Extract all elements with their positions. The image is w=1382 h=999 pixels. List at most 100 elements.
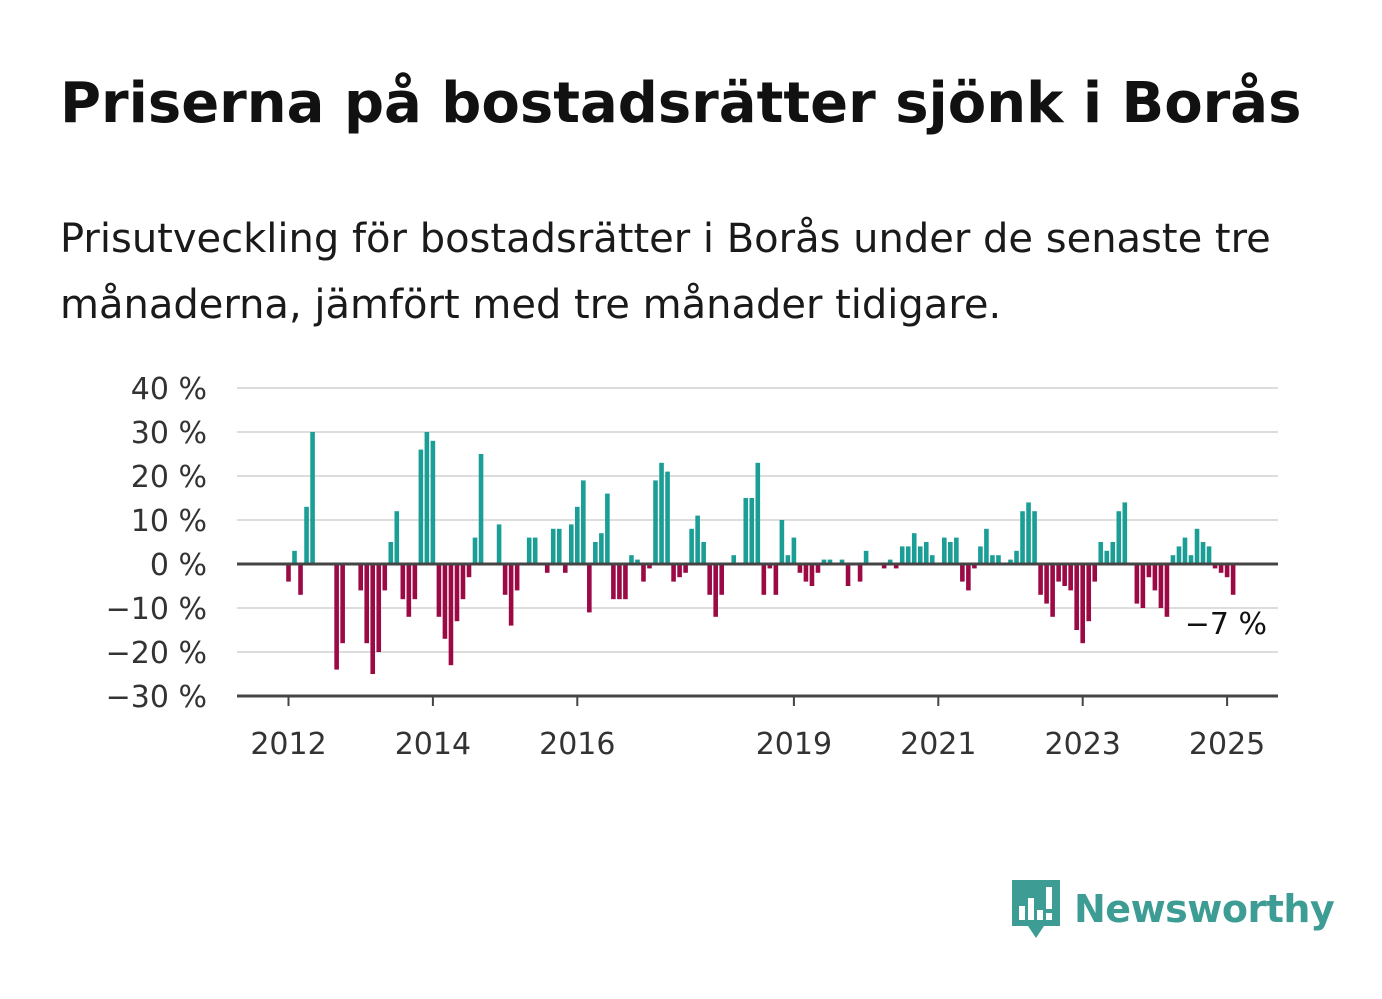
bar	[1224, 564, 1230, 578]
bar	[370, 564, 376, 674]
bar	[1194, 528, 1200, 564]
bar	[472, 537, 478, 564]
bar	[544, 564, 550, 573]
chart-subtitle: Prisutveckling för bostadsrätter i Borås…	[60, 216, 1271, 328]
y-tick-label: −30 %	[106, 680, 207, 715]
bar	[526, 537, 532, 564]
bar	[1170, 555, 1176, 564]
bar	[990, 555, 995, 564]
bar	[412, 564, 418, 600]
x-tick-label: 2016	[539, 727, 615, 762]
bar	[562, 564, 568, 573]
bar	[677, 564, 682, 578]
bar	[827, 559, 833, 564]
bar	[1176, 546, 1182, 564]
bar	[617, 564, 622, 600]
bar	[881, 564, 887, 569]
bar	[430, 440, 436, 564]
bar	[1230, 564, 1236, 595]
bar	[611, 564, 616, 600]
bar	[653, 480, 658, 564]
bar	[689, 528, 694, 564]
brand-name: Newsworthy	[1074, 887, 1335, 931]
bar	[1008, 559, 1013, 564]
y-tick-label: −20 %	[106, 636, 207, 671]
bar	[1122, 502, 1128, 564]
bar	[382, 564, 388, 591]
y-tick-label: 10 %	[131, 504, 207, 539]
bar	[701, 542, 706, 564]
bar	[1056, 564, 1061, 582]
last-value-annotation: −7 %	[1185, 607, 1267, 642]
bars	[286, 432, 1236, 674]
bar	[1158, 564, 1164, 608]
bar	[767, 564, 773, 569]
x-tick-label: 2014	[395, 727, 471, 762]
bar	[1212, 564, 1218, 569]
bar	[418, 449, 424, 564]
bar	[1074, 564, 1079, 630]
bar	[358, 564, 363, 591]
x-tick-label: 2023	[1045, 727, 1121, 762]
bar	[899, 546, 905, 564]
bar	[1164, 564, 1170, 617]
bar	[731, 555, 737, 564]
bar	[954, 537, 959, 564]
bar	[984, 528, 989, 564]
chart-title: Priserna på bostadsrätter sjönk i Borås	[60, 71, 1302, 136]
bar	[1218, 564, 1224, 573]
bar	[1044, 564, 1049, 604]
bar	[508, 564, 514, 626]
bar	[478, 454, 484, 564]
bar	[466, 564, 472, 578]
bar	[424, 432, 430, 564]
axis-lines	[237, 562, 1278, 698]
bar	[1116, 511, 1122, 564]
bar	[821, 559, 827, 564]
bar	[623, 564, 628, 600]
bar	[340, 564, 345, 644]
bar	[448, 564, 454, 666]
bar	[978, 546, 983, 564]
bar	[1062, 564, 1067, 586]
bar	[761, 564, 767, 595]
bar	[665, 471, 670, 564]
bar	[713, 564, 718, 617]
bar	[400, 564, 406, 600]
bar	[442, 564, 448, 639]
bar	[1134, 564, 1140, 604]
bar	[1080, 564, 1085, 644]
bar	[948, 542, 953, 564]
bar	[893, 564, 899, 569]
bar	[568, 524, 574, 564]
bar	[496, 524, 502, 564]
bar	[1050, 564, 1055, 617]
bar	[1098, 542, 1104, 564]
bar	[1026, 502, 1031, 564]
bar	[929, 555, 935, 564]
bar	[707, 564, 712, 595]
bar	[996, 555, 1001, 564]
bar	[803, 564, 809, 582]
bar	[310, 432, 315, 564]
bar	[719, 564, 724, 595]
bar	[394, 511, 400, 564]
bar	[304, 506, 309, 564]
bar	[695, 515, 700, 564]
bar	[1068, 564, 1073, 591]
bar	[1140, 564, 1146, 608]
bar	[1206, 546, 1212, 564]
bar	[743, 498, 749, 564]
bar	[436, 564, 442, 617]
bar	[863, 550, 869, 564]
bar	[755, 462, 761, 564]
bar	[502, 564, 508, 595]
brand: Newsworthy	[1010, 878, 1335, 940]
bar	[779, 520, 785, 564]
bar	[1032, 511, 1037, 564]
bar	[514, 564, 520, 591]
newsworthy-logo-icon	[1012, 880, 1060, 938]
bar	[683, 564, 688, 573]
bar	[923, 542, 929, 564]
